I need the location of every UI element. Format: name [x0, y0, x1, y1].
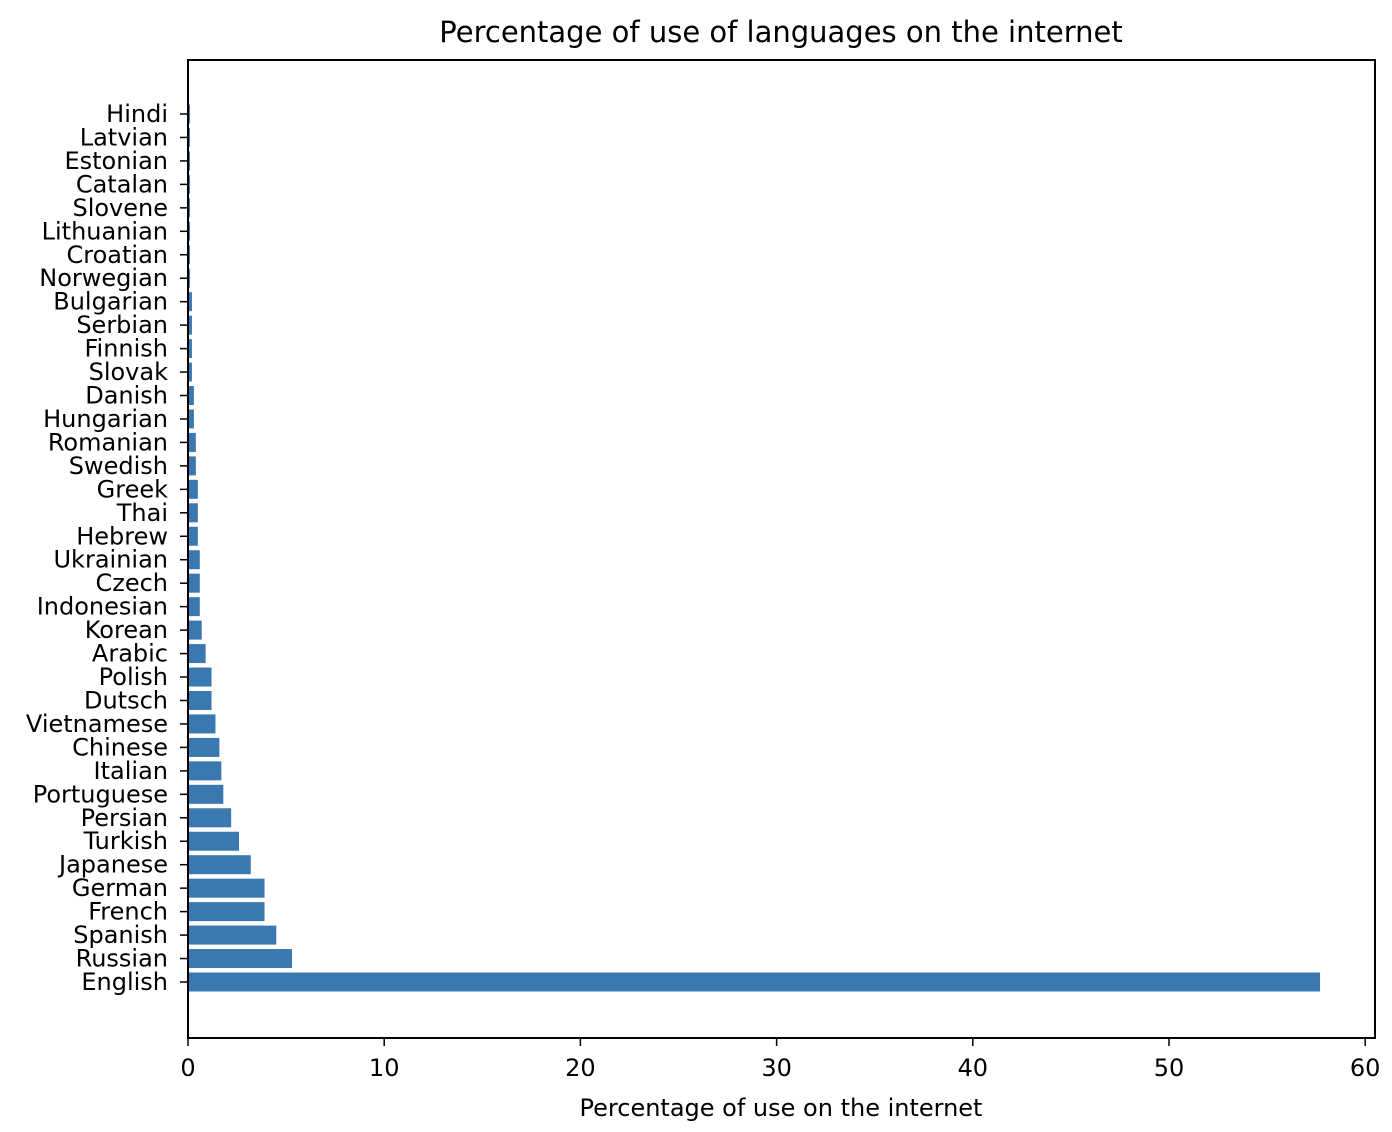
y-tick-label: Lithuanian — [42, 217, 168, 245]
chart-title: Percentage of use of languages on the in… — [439, 15, 1122, 49]
y-tick-label: Arabic — [92, 640, 168, 668]
y-tick-label: Thai — [116, 499, 168, 527]
y-tick-label: Latvian — [80, 123, 168, 151]
bar-hungarian — [188, 409, 194, 429]
bar-turkish — [188, 831, 240, 851]
y-tick-label: Estonian — [64, 147, 168, 175]
y-tick-label: Czech — [95, 569, 168, 597]
bar-thai — [188, 503, 198, 523]
bar-german — [188, 878, 265, 898]
bar-dutsch — [188, 690, 212, 710]
x-tick-label: 60 — [1350, 1054, 1381, 1082]
y-tick-label: Japanese — [57, 851, 168, 879]
x-axis: 0 10 20 30 40 50 60 — [180, 1038, 1380, 1082]
bar-serbian — [188, 315, 192, 335]
y-tick-label: Bulgarian — [53, 288, 168, 316]
y-tick-label: Italian — [94, 757, 168, 785]
bar-swedish — [188, 456, 196, 476]
y-tick-label: Vietnamese — [26, 710, 168, 738]
y-tick-label: Portuguese — [33, 780, 168, 808]
y-tick-label: Hebrew — [76, 522, 168, 550]
bar-ukrainian — [188, 550, 200, 570]
bar-greek — [188, 479, 198, 499]
x-axis-label: Percentage of use on the internet — [580, 1094, 983, 1122]
y-tick-label: Hungarian — [43, 405, 168, 433]
y-tick-label: Greek — [97, 475, 168, 503]
y-tick-label: Finnish — [84, 335, 168, 363]
bar-bulgarian — [188, 292, 192, 312]
y-tick-label: Catalan — [76, 170, 168, 198]
y-tick-label: Serbian — [76, 311, 168, 339]
y-tick-label: Croatian — [67, 241, 168, 269]
y-tick-label: Romanian — [48, 428, 168, 456]
x-tick-label: 0 — [180, 1054, 195, 1082]
bar-finnish — [188, 339, 192, 359]
x-tick-label: 10 — [369, 1054, 400, 1082]
y-tick-label: Swedish — [69, 452, 168, 480]
y-tick-label: Dutsch — [84, 686, 168, 714]
y-tick-label: English — [81, 968, 168, 996]
bar-vietnamese — [188, 714, 216, 734]
bar-czech — [188, 573, 200, 593]
y-tick-label: Ukrainian — [53, 546, 168, 574]
bar-french — [188, 902, 265, 922]
y-tick-label: Korean — [85, 616, 168, 644]
x-tick-label: 20 — [565, 1054, 596, 1082]
y-tick-label: Turkish — [83, 827, 168, 855]
bar-indonesian — [188, 597, 200, 617]
bars-layer — [188, 104, 1321, 992]
y-tick-label: Slovene — [72, 194, 168, 222]
y-tick-label: Danish — [85, 382, 168, 410]
bar-italian — [188, 761, 222, 781]
x-tick-label: 30 — [761, 1054, 792, 1082]
y-tick-label: German — [72, 874, 168, 902]
bar-danish — [188, 386, 194, 406]
bar-russian — [188, 949, 292, 969]
bar-polish — [188, 667, 212, 687]
y-tick-label: Polish — [99, 663, 168, 691]
bar-persian — [188, 808, 232, 828]
bar-portuguese — [188, 784, 224, 804]
bar-romanian — [188, 432, 196, 452]
y-tick-label: Russian — [76, 945, 168, 973]
bar-english — [188, 972, 1321, 992]
bar-spanish — [188, 925, 277, 945]
y-tick-label: Slovak — [89, 358, 168, 386]
y-tick-label: Indonesian — [37, 593, 168, 621]
bar-slovak — [188, 362, 192, 382]
bar-japanese — [188, 855, 251, 875]
y-tick-label: French — [88, 898, 168, 926]
y-tick-label: Chinese — [72, 733, 168, 761]
y-tick-label: Persian — [81, 804, 168, 832]
bar-chinese — [188, 737, 220, 757]
y-tick-label: Norwegian — [39, 264, 168, 292]
x-tick-label: 40 — [958, 1054, 989, 1082]
x-tick-label: 50 — [1154, 1054, 1185, 1082]
y-tick-label: Hindi — [106, 100, 168, 128]
plot-frame — [187, 59, 1376, 1039]
y-axis: EnglishRussianSpanishFrenchGermanJapanes… — [26, 100, 188, 996]
y-tick-label: Spanish — [73, 921, 168, 949]
bar-korean — [188, 620, 202, 640]
bar-hebrew — [188, 526, 198, 546]
bar-arabic — [188, 644, 206, 664]
